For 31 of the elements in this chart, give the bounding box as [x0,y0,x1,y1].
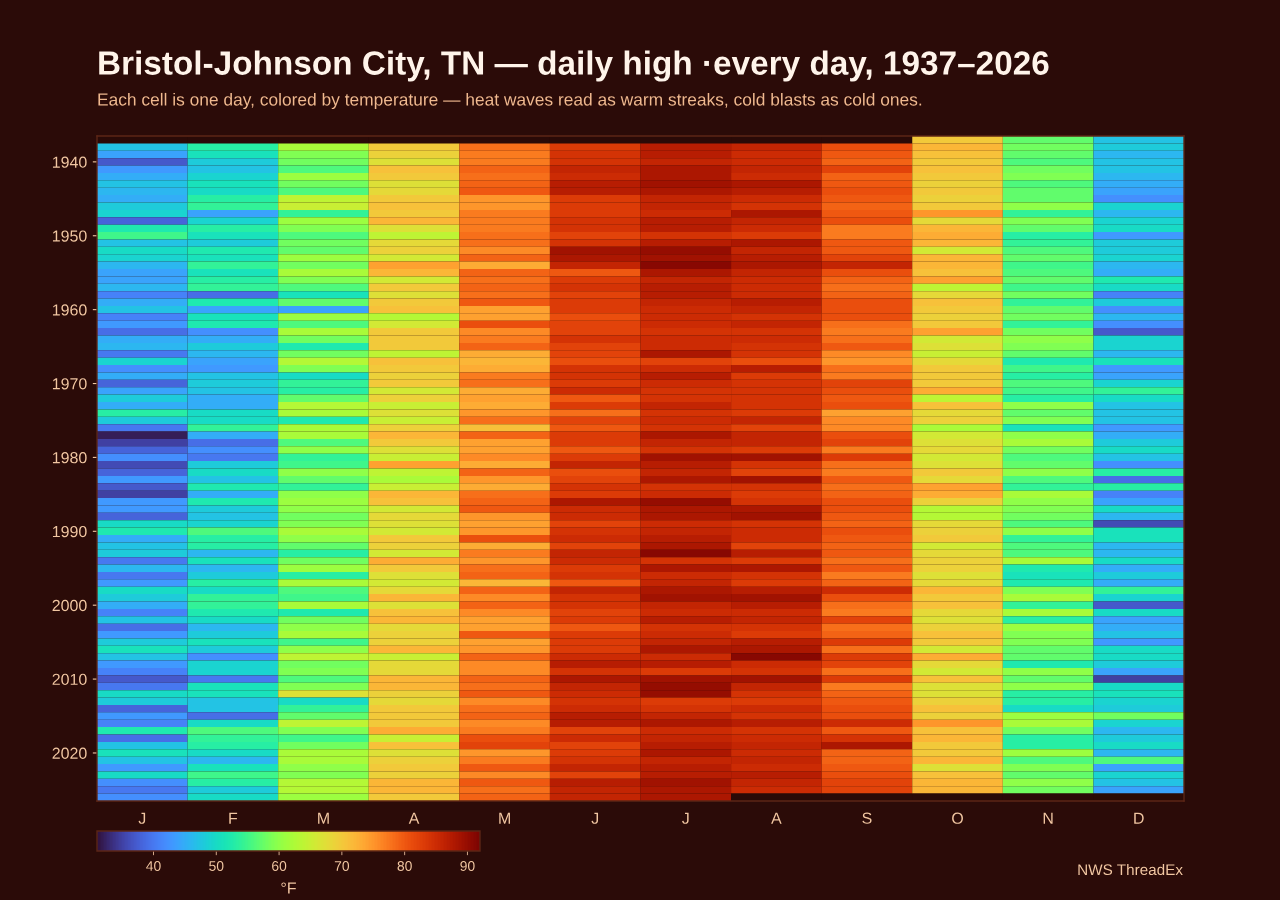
x-tick-label: J [682,812,689,824]
y-tick-label: 1970 [52,378,87,390]
color-bar-label: 50 [209,861,224,871]
color-bar-label: 70 [334,861,350,871]
y-tick-label: 1990 [52,525,87,538]
chart-subtitle: Each cell is one day, colored by temperature — heat waves read as warm streaks, cold blasts as cold ones. [98,92,922,110]
x-tick-label: J [591,812,599,824]
x-tick-label: M [318,812,329,824]
y-tick-label: 1950 [52,230,87,242]
y-tick-label: 2020 [52,747,87,759]
color-bar-label: 90 [460,861,475,871]
y-tick-label: 1960 [52,304,87,316]
x-tick-label: A [771,812,782,824]
text: NWS ThreadEx [1078,863,1183,876]
x-tick-label: S [862,812,872,824]
y-tick-label: 1980 [52,452,87,464]
x-tick-label: F [229,812,238,824]
color-bar-label: 60 [272,861,287,871]
color-bar-label: 40 [146,861,161,871]
x-tick-label: N [1043,812,1053,824]
color-bar-title: °F [281,882,296,894]
y-tick-label: 1940 [52,156,87,168]
x-tick-label: A [408,812,420,824]
y-tick-label: 2000 [52,599,87,612]
y-tick-label: 2010 [52,673,87,686]
color-bar-label: 80 [397,861,412,871]
x-tick-label: O [952,812,963,824]
x-tick-label: J [138,812,146,824]
chart-title: Bristol-Johnson City, TN — daily high ·every day, 1937–2026 [99,50,1049,82]
x-tick-label: M [499,812,510,824]
x-tick-label: D [1134,812,1144,824]
